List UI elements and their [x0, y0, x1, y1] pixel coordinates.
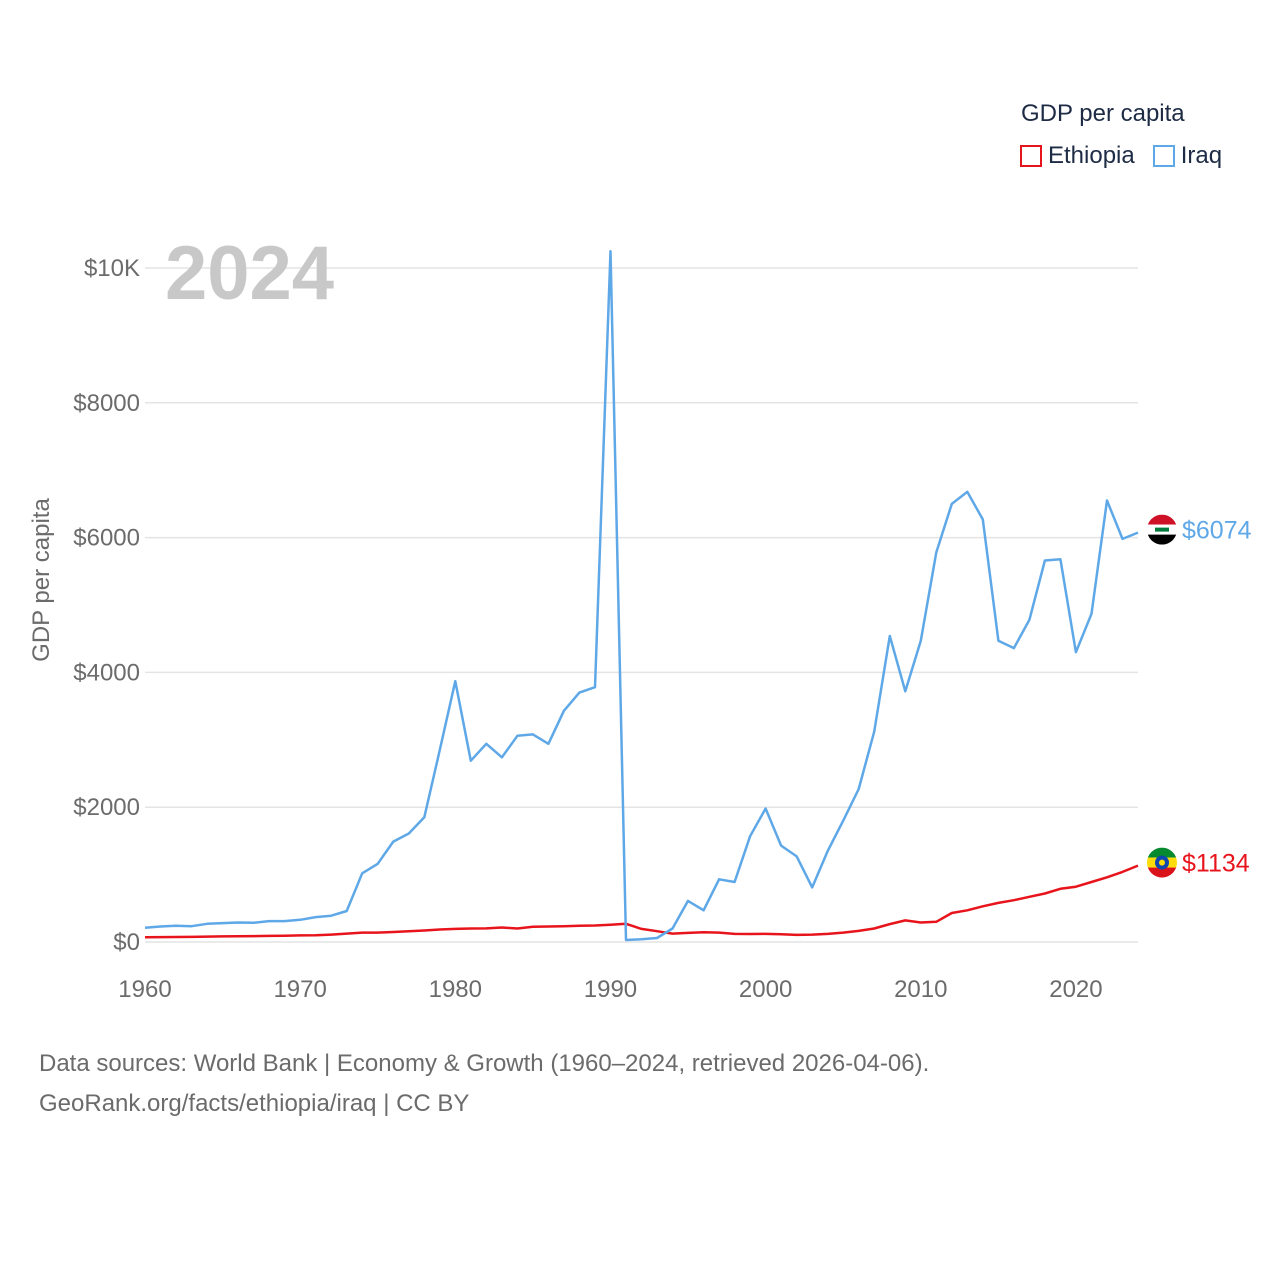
x-tick-label: 2020: [1049, 976, 1102, 1003]
legend-item-ethiopia[interactable]: Ethiopia: [1020, 142, 1135, 170]
series-line-ethiopia: [144, 864, 1139, 939]
y-tick-label: $6000: [73, 525, 140, 552]
legend: Ethiopia Iraq: [1020, 142, 1240, 170]
y-axis-ticks: $0 $2000 $4000 $6000 $8000 $10K: [73, 255, 140, 956]
source-line-2: GeoRank.org/facts/ethiopia/iraq | CC BY: [39, 1090, 470, 1117]
series-lines: [144, 249, 1139, 942]
x-tick-label: 2000: [739, 976, 792, 1003]
y-tick-label: $4000: [73, 659, 140, 686]
source-line-1: Data sources: World Bank | Economy & Gro…: [39, 1050, 930, 1077]
legend-title: GDP per capita: [1021, 100, 1185, 127]
legend-swatch-ethiopia: [1020, 145, 1042, 167]
y-tick-label: $0: [113, 929, 140, 956]
end-label-ethiopia: $1134: [1182, 850, 1250, 878]
year-label: 2024: [165, 231, 335, 316]
series-line-iraq: [144, 249, 1139, 942]
iraq-flag-icon: [1147, 514, 1177, 545]
y-tick-label: $8000: [73, 390, 140, 417]
ethiopia-flag-icon: [1147, 847, 1177, 878]
end-label-iraq: $6074: [1182, 517, 1252, 545]
x-axis-ticks: 1960 1970 1980 1990 2000 2010 2020: [118, 976, 1102, 1003]
y-tick-label: $10K: [84, 255, 140, 282]
x-tick-label: 1960: [118, 976, 171, 1003]
x-tick-label: 1980: [429, 976, 482, 1003]
grid-lines: [145, 267, 1138, 943]
legend-item-iraq[interactable]: Iraq: [1152, 142, 1223, 170]
y-tick-label: $2000: [73, 794, 140, 821]
legend-label-iraq: Iraq: [1180, 142, 1223, 169]
x-tick-label: 2010: [894, 976, 947, 1003]
y-axis-title: GDP per capita: [28, 498, 55, 662]
source-note: Data sources: World Bank | Economy & Gro…: [39, 1044, 929, 1124]
x-tick-label: 1990: [584, 976, 637, 1003]
series-end-markers: $1134 $6074: [1147, 514, 1252, 878]
legend-swatch-iraq: [1152, 145, 1175, 167]
legend-label-ethiopia: Ethiopia: [1048, 142, 1135, 169]
x-tick-label: 1970: [273, 976, 326, 1003]
